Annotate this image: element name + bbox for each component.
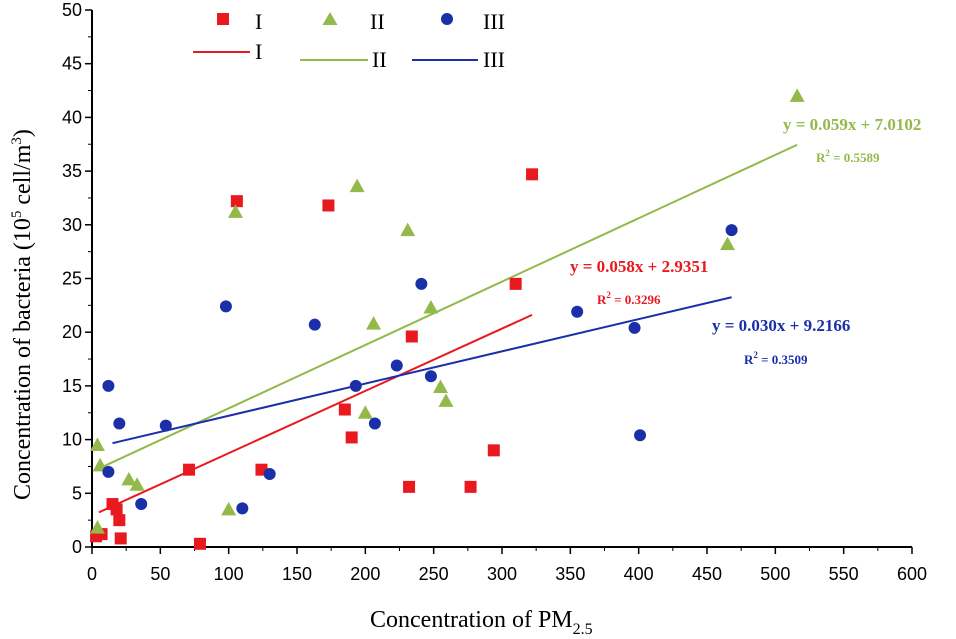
point-series-i	[338, 403, 351, 416]
legend-label-line-i: I	[255, 39, 262, 64]
x-tick-label: 0	[87, 564, 97, 584]
point-series-ii	[221, 501, 237, 516]
point-series-ii	[720, 236, 735, 251]
x-tick-label: 500	[760, 564, 790, 584]
point-series-ii	[433, 379, 448, 393]
r2-series-iii: R2 = 0.3509	[744, 350, 808, 367]
point-series-i	[405, 330, 418, 343]
fit-line-series-ii	[98, 143, 798, 470]
y-tick-label: 25	[62, 269, 82, 289]
point-series-i	[113, 514, 126, 527]
x-axis-title: Concentration of PM2.5	[370, 607, 593, 638]
point-series-i	[345, 431, 358, 444]
point-series-iii	[159, 419, 172, 432]
point-series-i	[526, 168, 539, 181]
point-series-ii	[438, 393, 454, 407]
point-series-ii	[349, 178, 365, 193]
y-tick-label: 10	[62, 430, 82, 450]
r2-series-ii: R2 = 0.5589	[816, 148, 880, 165]
y-tick-label: 50	[62, 0, 82, 20]
point-series-ii	[89, 437, 105, 451]
point-series-iii	[628, 321, 641, 334]
legend: I II III I II III	[193, 9, 505, 72]
point-series-i	[322, 199, 335, 212]
point-series-iii	[308, 318, 321, 331]
x-tick-label: 350	[555, 564, 585, 584]
equation-series-i: y = 0.058x + 2.9351	[570, 257, 708, 276]
point-series-i	[509, 277, 522, 290]
point-series-i	[110, 503, 123, 516]
point-series-iii	[390, 359, 403, 372]
point-series-iii	[349, 379, 362, 392]
y-tick-label: 35	[62, 161, 82, 181]
legend-label-marker-iii: III	[483, 9, 505, 34]
y-tick-label: 15	[62, 376, 82, 396]
x-tick-label: 450	[692, 564, 722, 584]
point-series-iii	[102, 379, 115, 392]
y-tick-label: 0	[72, 537, 82, 557]
fit-lines	[98, 143, 798, 514]
point-series-iii	[113, 417, 126, 430]
point-series-iii	[415, 277, 428, 290]
point-series-iii	[219, 300, 232, 313]
point-series-ii	[228, 204, 243, 218]
r2-series-i: R2 = 0.3296	[597, 290, 661, 307]
point-series-ii	[357, 405, 373, 419]
equation-series-ii: y = 0.059x + 7.0102	[783, 115, 921, 134]
equation-series-iii: y = 0.030x + 9.2166	[712, 316, 850, 335]
point-series-ii	[129, 477, 145, 491]
point-series-i	[403, 480, 416, 493]
fit-line-series-i	[98, 313, 533, 514]
fit-line-series-iii	[112, 296, 732, 445]
x-tick-label: 50	[150, 564, 170, 584]
point-series-ii	[121, 471, 137, 486]
point-series-i	[464, 480, 477, 493]
y-tick-label: 20	[62, 322, 82, 342]
legend-marker-ii	[322, 12, 338, 25]
point-series-iii	[725, 224, 738, 237]
x-tick-label: 600	[897, 564, 927, 584]
point-series-iii	[368, 417, 381, 430]
x-tick-label: 100	[214, 564, 244, 584]
x-tick-label: 250	[419, 564, 449, 584]
x-tick-label: 200	[350, 564, 380, 584]
legend-label-line-ii: II	[372, 47, 387, 72]
point-series-ii	[423, 299, 439, 314]
legend-label-line-iii: III	[483, 47, 505, 72]
y-axis-title: Concentration of bacteria (105 cell/m3)	[9, 129, 36, 500]
point-series-iii	[571, 305, 584, 318]
point-series-i	[193, 537, 206, 550]
point-series-ii	[89, 520, 105, 534]
point-series-i	[487, 444, 500, 457]
x-tick-label: 150	[282, 564, 312, 584]
y-tick-label: 40	[62, 107, 82, 127]
point-series-i	[114, 532, 127, 545]
y-tick-label: 45	[62, 54, 82, 74]
point-series-i	[230, 195, 243, 208]
point-series-iii	[102, 465, 115, 478]
x-tick-label: 400	[624, 564, 654, 584]
data-markers	[89, 88, 805, 550]
y-tick-label: 5	[72, 483, 82, 503]
point-series-ii	[400, 222, 416, 237]
point-series-iii	[135, 498, 148, 511]
point-series-iii	[424, 370, 437, 383]
legend-marker-iii	[441, 13, 453, 25]
legend-label-marker-i: I	[255, 9, 262, 34]
point-series-i	[183, 463, 196, 476]
y-tick-label: 30	[62, 215, 82, 235]
legend-label-marker-ii: II	[370, 9, 385, 34]
point-series-ii	[789, 88, 805, 102]
point-series-iii	[236, 502, 249, 515]
x-tick-label: 550	[829, 564, 859, 584]
x-tick-label: 300	[487, 564, 517, 584]
legend-marker-i	[217, 13, 229, 25]
point-series-iii	[634, 429, 647, 442]
point-series-ii	[366, 316, 382, 330]
point-series-iii	[263, 467, 276, 480]
